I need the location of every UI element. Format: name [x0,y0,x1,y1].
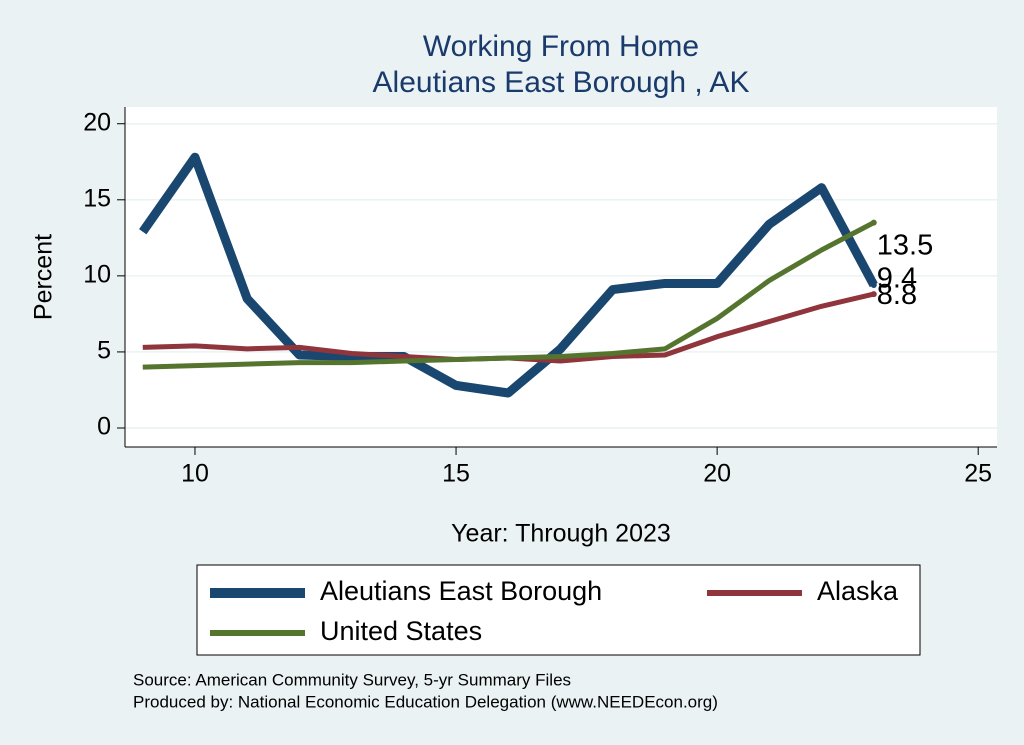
x-tick-label: 15 [442,460,470,488]
y-tick-label: 5 [97,337,111,365]
legend-label: Alaska [817,576,899,606]
series-line [139,152,878,398]
value-label: 13.5 [877,229,933,261]
end-point [870,281,877,288]
y-tick-label: 15 [83,184,111,212]
y-tick-label: 20 [83,108,111,136]
legend-label: United States [320,616,482,646]
y-axis-title: Percent [30,234,58,320]
legend-box [196,564,921,656]
x-tick-label: 10 [181,460,209,488]
x-tick-label: 20 [703,460,731,488]
chart-title: Working From Home [423,30,699,63]
y-tick-label: 0 [97,413,111,441]
y-tick-label: 10 [83,260,111,288]
value-label: 8.8 [877,279,917,311]
source-note: Source: American Community Survey, 5-yr … [133,670,571,689]
legend-label: Aleutians East Borough [320,576,602,606]
producer-note: Produced by: National Economic Education… [133,692,718,711]
plot-area [125,107,997,447]
value-label: 9.4 [877,263,917,295]
end-point [870,219,877,226]
end-point [870,291,877,298]
x-axis-title: Year: Through 2023 [451,520,671,548]
series-line [142,220,875,370]
x-tick-label: 25 [964,460,992,488]
chart-subtitle: Aleutians East Borough , AK [373,66,750,99]
